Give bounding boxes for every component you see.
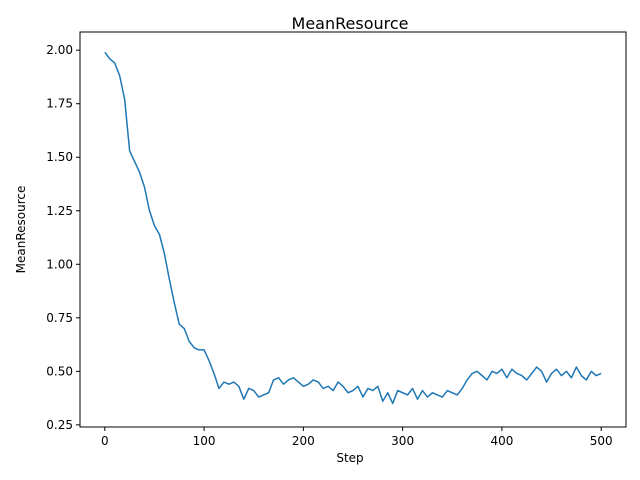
x-tick-label: 300 (391, 434, 414, 448)
axes-frame (79, 31, 627, 428)
y-tick-label: 1.00 (46, 257, 73, 271)
x-tick-label: 100 (193, 434, 216, 448)
x-tick-label: 400 (490, 434, 513, 448)
y-tick-label: 0.50 (46, 364, 73, 378)
y-tick-label: 1.25 (46, 204, 73, 218)
y-tick-label: 1.75 (46, 97, 73, 111)
chart-title: MeanResource (292, 14, 409, 33)
x-tick-label: 500 (590, 434, 613, 448)
y-tick-label: 1.50 (46, 150, 73, 164)
plot-area (104, 51, 602, 405)
y-tick-label: 0.25 (46, 418, 73, 432)
y-tick-label: 0.75 (46, 311, 73, 325)
x-axis-label: Step (336, 451, 363, 465)
axis-ticks: 0 100 200 300 400 500 0.25 0.50 0.75 1.00 1.25 1.50… (46, 43, 612, 448)
series-line-0 (104, 51, 602, 405)
x-tick-label: 200 (292, 434, 315, 448)
y-axis-label: MeanResource (14, 186, 28, 274)
x-tick-label: 0 (101, 434, 109, 448)
y-tick-label: 2.00 (46, 43, 73, 57)
